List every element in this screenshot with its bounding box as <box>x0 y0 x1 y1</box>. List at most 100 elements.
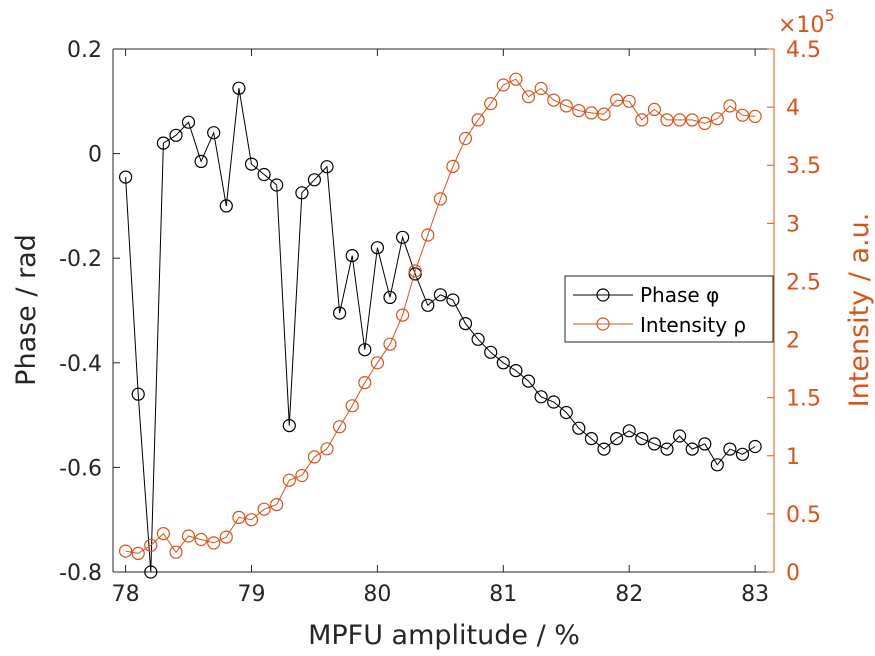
data-point-phase <box>433 288 447 302</box>
data-point-intensity <box>685 113 699 127</box>
data-point-phase <box>446 293 460 307</box>
data-point-intensity <box>622 94 636 108</box>
series-phase <box>118 81 762 579</box>
data-point-phase <box>685 442 699 456</box>
data-point-phase <box>421 298 435 312</box>
data-point-phase <box>609 432 624 446</box>
exponent-base: ×10 <box>778 13 824 38</box>
data-point-phase <box>496 356 510 370</box>
data-point-phase <box>534 390 548 404</box>
data-point-phase <box>232 81 246 95</box>
legend-swatch-intensity-marker <box>596 317 610 331</box>
data-point-intensity <box>584 106 599 120</box>
y-left-tick-label: -0.8 <box>59 561 102 586</box>
exponent-power: 5 <box>824 6 834 25</box>
x-tick-label: 82 <box>615 582 643 607</box>
data-point-intensity <box>710 112 724 126</box>
data-point-intensity <box>672 113 687 127</box>
data-point-phase <box>257 167 271 182</box>
data-point-phase <box>333 306 347 320</box>
data-point-intensity <box>496 78 510 92</box>
y-left-tick-label: -0.6 <box>59 456 102 481</box>
x-tick-label: 81 <box>489 582 517 607</box>
data-point-phase <box>156 136 170 150</box>
data-point-intensity <box>484 96 498 111</box>
x-tick-label: 83 <box>741 582 769 607</box>
data-point-intensity <box>609 93 624 107</box>
data-point-intensity <box>383 337 397 351</box>
data-point-phase <box>660 442 674 456</box>
data-point-intensity <box>345 399 359 413</box>
y-right-tick-label: 1.5 <box>786 387 821 412</box>
data-point-intensity <box>458 131 473 146</box>
data-point-intensity <box>572 103 586 118</box>
y-right-tick-label: 2.5 <box>786 270 821 295</box>
y-left-tick-label: 0.2 <box>67 38 102 63</box>
data-point-intensity <box>647 102 662 117</box>
data-point-intensity <box>307 450 321 464</box>
data-point-intensity <box>698 116 712 131</box>
data-point-intensity <box>358 376 372 390</box>
data-point-intensity <box>534 81 548 96</box>
data-point-intensity <box>723 99 737 113</box>
data-point-intensity <box>144 538 158 552</box>
x-tick-label: 78 <box>112 582 140 607</box>
data-point-intensity <box>547 93 561 107</box>
legend: Phase φ Intensity ρ <box>564 275 774 343</box>
data-point-phase <box>345 249 359 263</box>
data-point-intensity <box>194 532 208 547</box>
data-point-intensity <box>295 468 309 483</box>
data-point-phase <box>194 154 208 168</box>
y-left-tick-label: -0.4 <box>59 352 102 377</box>
y-right-tick-label: 4.5 <box>786 38 821 63</box>
data-point-intensity <box>282 473 296 487</box>
data-point-phase <box>572 421 586 435</box>
data-point-phase <box>547 395 561 409</box>
data-point-intensity <box>244 513 259 527</box>
y-right-tick-label: 1 <box>786 445 800 470</box>
data-point-intensity <box>207 536 221 550</box>
y-right-tick-label: 3.5 <box>786 154 821 179</box>
y-right-tick-label: 2 <box>786 329 800 354</box>
data-point-phase <box>408 267 422 281</box>
data-point-phase <box>458 317 473 331</box>
data-point-phase <box>383 290 397 304</box>
x-axis: 78 79 80 81 82 83 <box>112 48 774 607</box>
data-point-intensity <box>471 113 485 127</box>
data-point-phase <box>748 439 762 454</box>
series-intensity <box>118 72 762 561</box>
data-point-intensity <box>433 192 447 206</box>
y-right-tick-label: 0.5 <box>786 503 821 528</box>
data-point-phase <box>723 442 737 456</box>
data-point-intensity <box>181 529 196 543</box>
data-point-phase <box>358 343 372 357</box>
data-point-intensity <box>748 109 762 124</box>
data-point-phase <box>622 424 636 438</box>
data-point-intensity <box>396 308 410 322</box>
data-point-phase <box>219 199 233 213</box>
data-point-phase <box>270 178 284 192</box>
data-point-phase <box>144 565 158 579</box>
y-left-tick-label: -0.2 <box>59 247 102 272</box>
data-point-phase <box>169 128 183 142</box>
data-point-intensity <box>559 99 573 113</box>
data-point-phase <box>735 447 750 461</box>
data-point-phase <box>471 332 485 346</box>
data-point-phase <box>181 115 196 129</box>
data-point-intensity <box>219 530 233 544</box>
data-point-intensity <box>118 544 133 558</box>
data-point-phase <box>710 458 724 472</box>
y-right-tick-label: 0 <box>786 561 800 586</box>
data-point-phase <box>698 437 712 451</box>
legend-label-phase: Phase φ <box>640 283 719 307</box>
data-point-intensity <box>408 264 422 278</box>
data-point-phase <box>672 429 687 443</box>
data-point-phase <box>509 364 523 378</box>
data-point-phase <box>244 157 259 171</box>
series-line-phase <box>125 88 756 573</box>
data-point-intensity <box>333 420 347 434</box>
data-point-phase <box>370 241 384 255</box>
data-point-intensity <box>131 546 145 561</box>
data-point-phase <box>320 160 334 174</box>
